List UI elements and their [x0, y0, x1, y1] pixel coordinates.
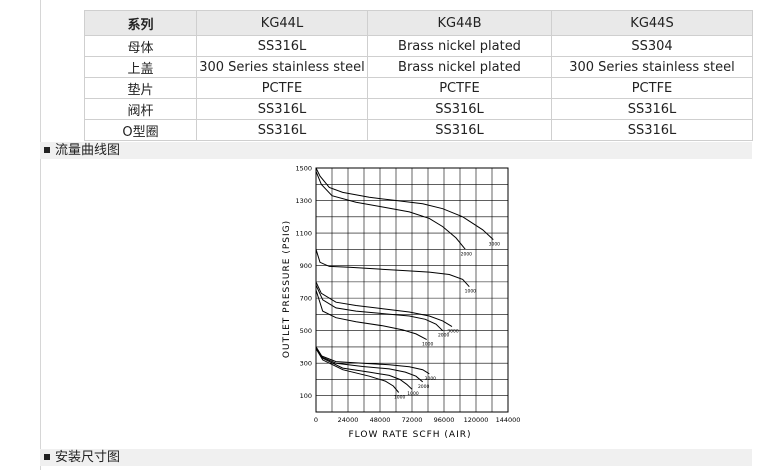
x-tick-label: 72000 [402, 416, 423, 424]
x-tick-label: 120000 [464, 416, 489, 424]
series-label: 2000 [438, 333, 450, 339]
series-line [315, 347, 413, 390]
x-tick-label: 96000 [434, 416, 455, 424]
series-label: 2000 [461, 251, 473, 257]
table-cell: PCTFE [367, 77, 552, 99]
series-line [315, 346, 430, 375]
section-header-flow-curve: 流量曲线图 [40, 142, 752, 159]
series-line [315, 284, 444, 332]
header-kg44s: KG44S [551, 10, 753, 36]
chart-grid [315, 167, 509, 413]
series-line [315, 348, 400, 393]
y-tick-label: 1100 [295, 230, 312, 238]
series-line [315, 171, 466, 250]
table-cell: Brass nickel plated [367, 56, 552, 78]
section-header-install-dims: 安装尺寸图 [40, 449, 752, 466]
section-title: 安装尺寸图 [55, 450, 121, 465]
series-label: 1000 [407, 391, 419, 397]
series-line [315, 281, 453, 328]
spec-table: 系列 KG44L KG44B KG44S 母体 SS316L Brass nic… [84, 10, 753, 141]
y-tick-label: 500 [300, 327, 312, 335]
series-label: 2000 [418, 384, 430, 390]
table-row: 母体 SS316L Brass nickel plated SS304 [84, 35, 753, 57]
table-cell: SS316L [196, 119, 368, 141]
y-tick-label: 900 [300, 262, 312, 270]
series-label: 3000 [489, 242, 501, 248]
y-tick-label: 1300 [295, 197, 312, 205]
x-tick-label: 48000 [370, 416, 391, 424]
header-series: 系列 [84, 10, 197, 36]
bullet-square-icon [44, 453, 50, 460]
y-tick-label: 300 [300, 360, 312, 368]
series-label: 1000 [465, 289, 477, 295]
series-label: 1000 [422, 342, 434, 348]
y-tick-label: 700 [300, 295, 312, 303]
bullet-square-icon [44, 146, 50, 153]
y-tick-label: 1500 [295, 165, 312, 173]
row-label: 阀杆 [84, 98, 197, 120]
series-line [315, 167, 494, 240]
table-cell: 300 Series stainless steel [196, 56, 368, 78]
table-cell: Brass nickel plated [367, 35, 552, 57]
series-label: 3000 [425, 376, 437, 382]
section-title: 流量曲线图 [55, 143, 121, 158]
table-cell: PCTFE [551, 77, 753, 99]
table-row: 垫片 PCTFE PCTFE PCTFE [84, 77, 753, 99]
chart-ticks: 0 24000 48000 72000 96000 120000 144000 100 300 5… [295, 165, 520, 425]
series-label: 1000 [394, 394, 406, 400]
series-line [315, 289, 427, 341]
flow-curve-chart: 3000200010003000200010003000200010001000… [282, 165, 520, 441]
row-label: 母体 [84, 35, 197, 57]
y-axis-label: OUTLET PRESSURE (PSIG) [282, 220, 292, 358]
header-kg44l: KG44L [196, 10, 368, 36]
table-row: 阀杆 SS316L SS316L SS316L [84, 98, 753, 120]
y-tick-label: 100 [300, 392, 312, 400]
table-cell: SS316L [367, 98, 552, 120]
x-tick-label: 144000 [496, 416, 521, 424]
table-cell: SS316L [367, 119, 552, 141]
table-cell: SS316L [551, 119, 753, 141]
header-kg44b: KG44B [367, 10, 552, 36]
table-row: 上盖 300 Series stainless steel Brass nick… [84, 56, 753, 78]
series-line [315, 346, 424, 383]
x-tick-label: 24000 [338, 416, 359, 424]
row-label: 上盖 [84, 56, 197, 78]
x-tick-label: 0 [314, 416, 318, 424]
table-cell: SS316L [196, 35, 368, 57]
series-label: 3000 [447, 329, 459, 335]
series-line [315, 249, 470, 288]
table-cell: SS316L [551, 98, 753, 120]
x-axis-label: FLOW RATE SCFH (AIR) [349, 430, 472, 440]
table-row: O型圈 SS316L SS316L SS316L [84, 119, 753, 141]
row-label: 垫片 [84, 77, 197, 99]
table-cell: 300 Series stainless steel [551, 56, 753, 78]
table-cell: PCTFE [196, 77, 368, 99]
table-cell: SS316L [196, 98, 368, 120]
left-border-line [40, 0, 41, 470]
table-cell: SS304 [551, 35, 753, 57]
spec-table-header-row: 系列 KG44L KG44B KG44S [84, 10, 753, 36]
row-label: O型圈 [84, 119, 197, 141]
